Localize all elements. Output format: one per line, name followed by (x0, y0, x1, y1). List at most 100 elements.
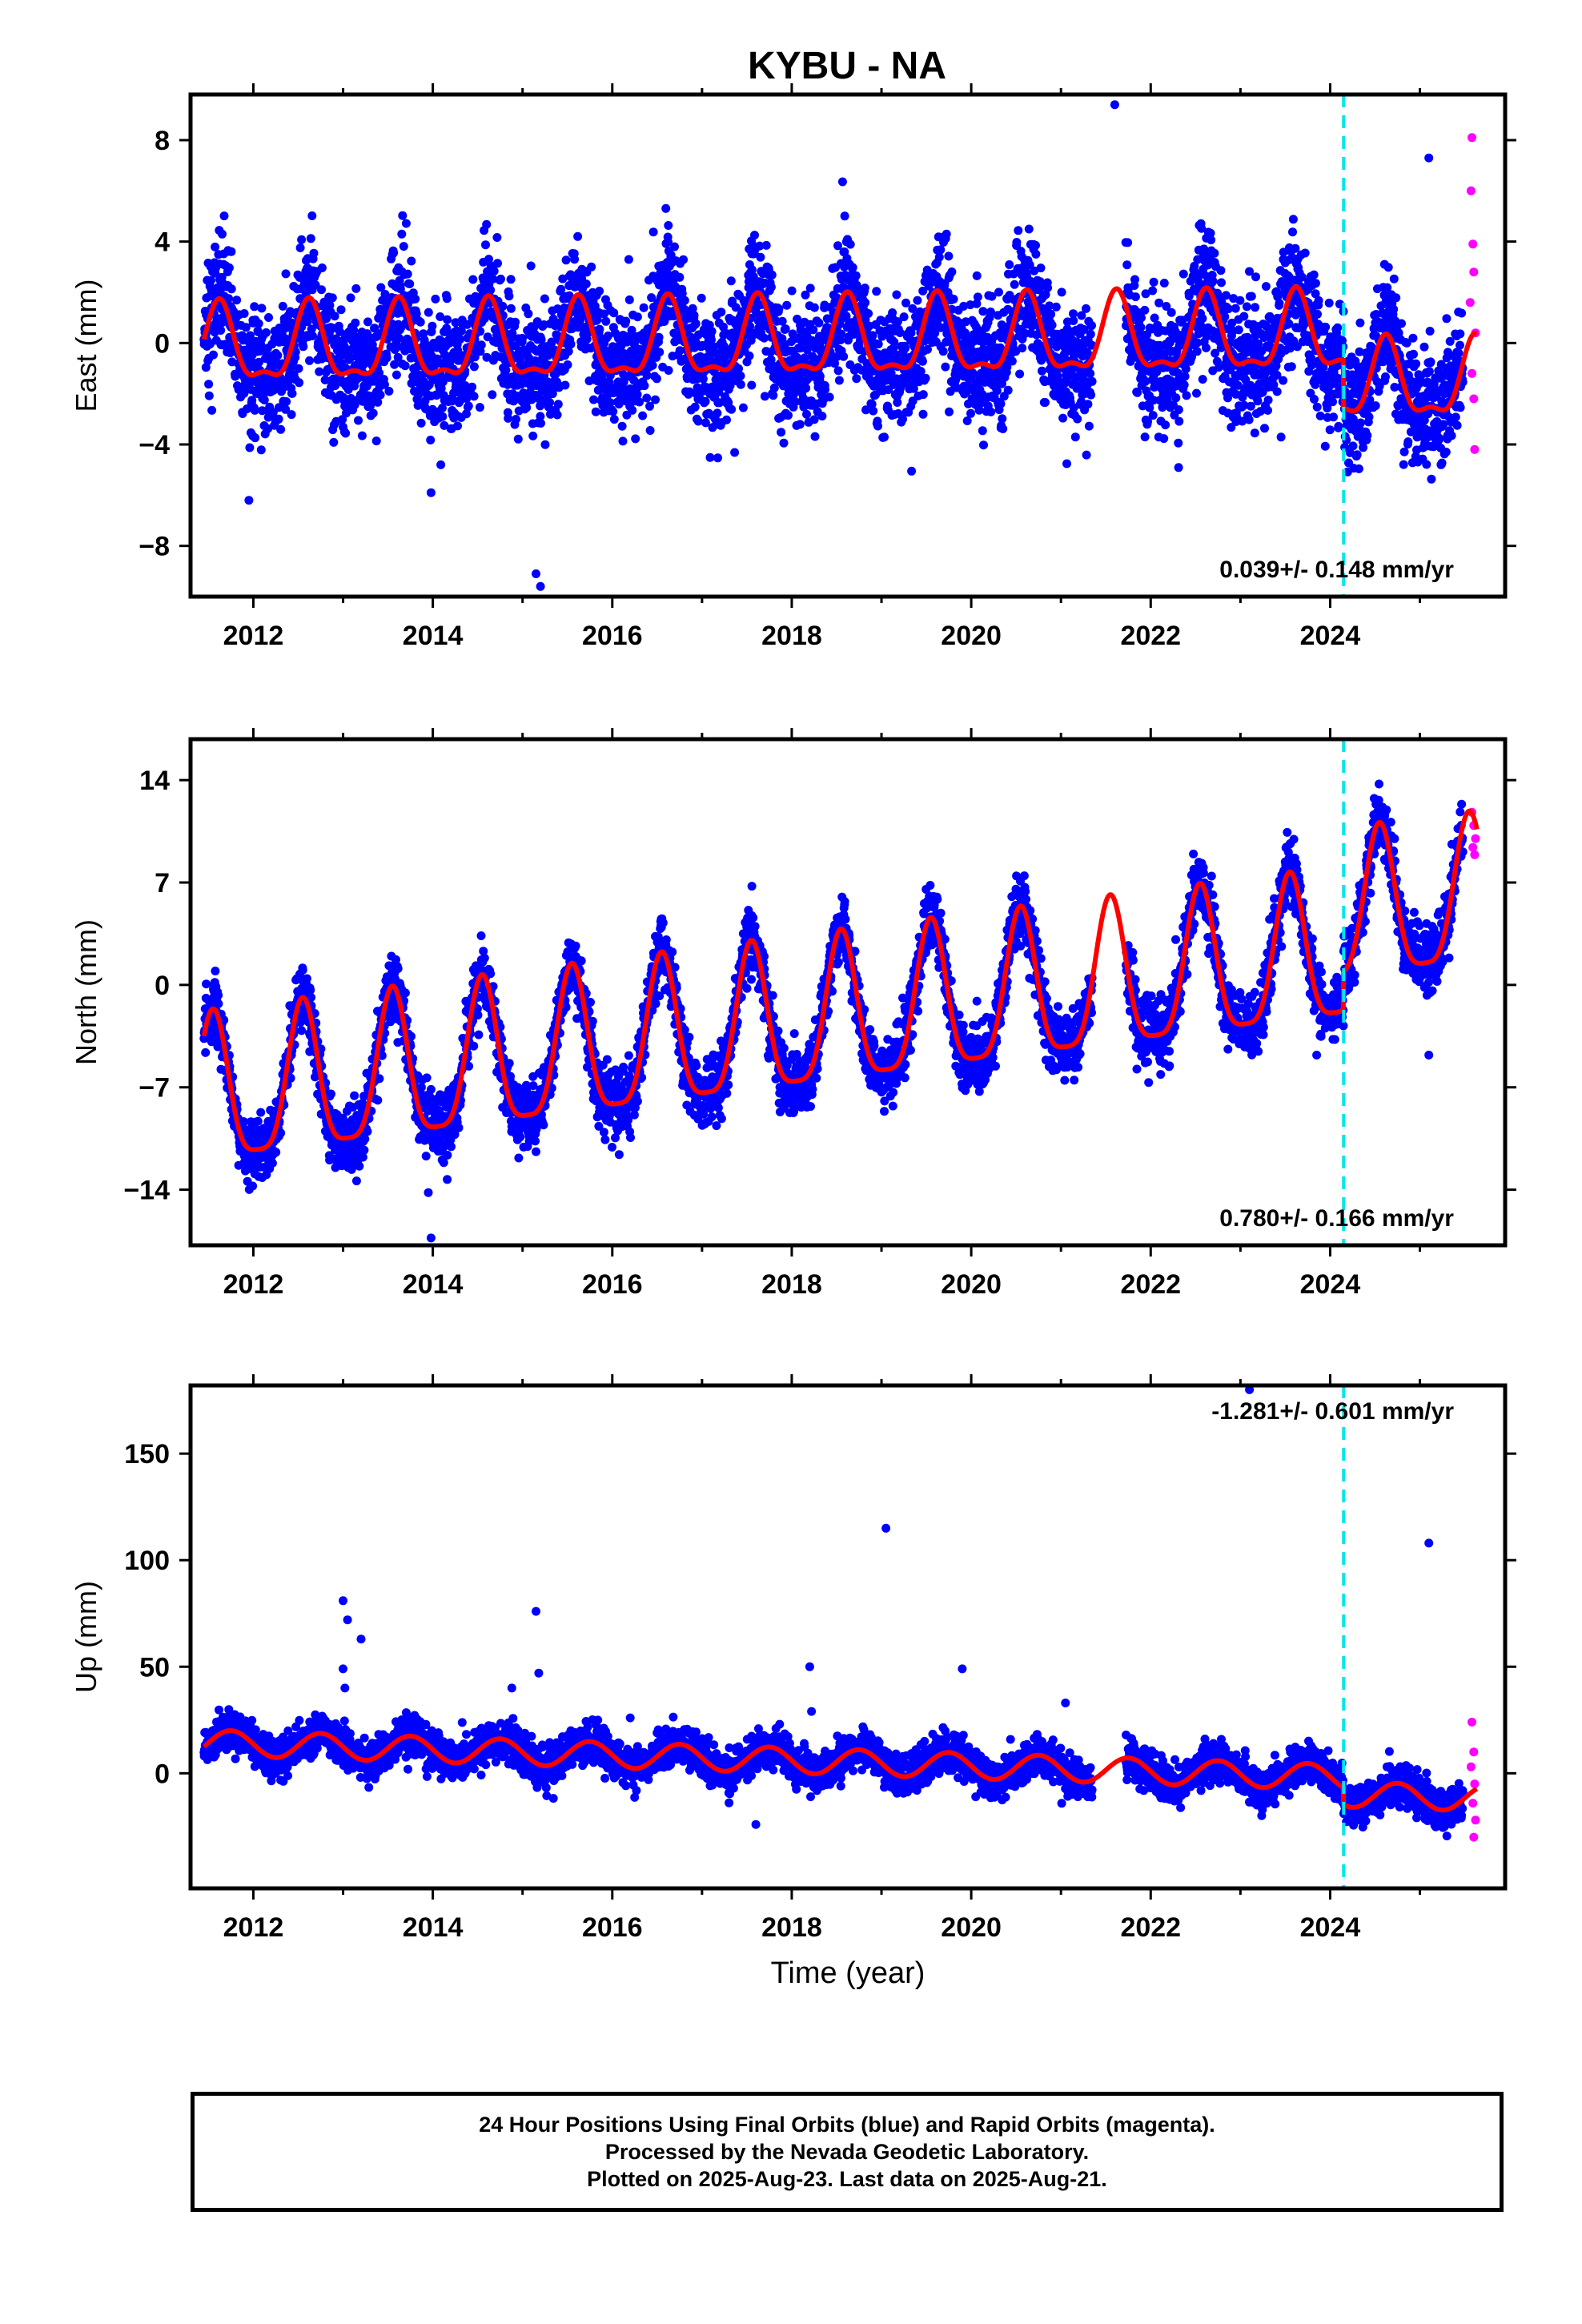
east-point (566, 340, 576, 349)
east-point (264, 313, 273, 322)
east-point (1149, 277, 1158, 287)
east-point (241, 323, 251, 332)
east-point (817, 412, 827, 421)
east-point (297, 235, 307, 244)
east-point (254, 319, 263, 328)
east-point (750, 231, 759, 240)
east-point (761, 240, 771, 250)
east-point (1174, 416, 1184, 426)
east-point (1457, 308, 1467, 318)
east-point (317, 263, 327, 272)
east-point (628, 405, 637, 415)
east-point (880, 432, 889, 442)
east-point (745, 351, 754, 360)
east-point (690, 402, 700, 412)
east-point (1356, 418, 1365, 428)
east-point (552, 410, 562, 420)
east-point (1014, 226, 1023, 235)
east-point (1058, 413, 1068, 423)
east-point (1364, 412, 1374, 422)
east-point (1180, 372, 1190, 381)
east-point (1198, 314, 1207, 324)
east-point (1047, 320, 1057, 330)
east-point (941, 362, 950, 372)
east-point (1122, 260, 1132, 270)
east-point (979, 440, 988, 450)
east-point (944, 251, 954, 261)
east-point (675, 272, 685, 282)
east-point (1288, 215, 1298, 224)
north-point (214, 999, 223, 1008)
east-point (416, 418, 426, 428)
east-y-tick-label: −4 (139, 430, 170, 460)
east-point (869, 406, 878, 416)
east-point (1311, 279, 1320, 288)
east-point (247, 396, 257, 405)
east-rapid-point (1468, 239, 1478, 249)
east-point (652, 374, 661, 384)
east-point (689, 311, 699, 320)
east-point (1456, 329, 1465, 339)
east-point (747, 380, 757, 390)
east-point (442, 324, 452, 333)
east-point (945, 407, 954, 416)
east-point (1083, 400, 1093, 409)
east-point (934, 252, 944, 262)
east-point (536, 401, 545, 411)
east-point (218, 229, 227, 239)
east-point (488, 390, 497, 400)
east-point (273, 351, 283, 360)
east-point (573, 231, 583, 241)
east-point (420, 396, 430, 406)
east-point (1148, 286, 1158, 296)
east-point (677, 289, 687, 298)
east-point (1441, 448, 1451, 456)
east-point (1123, 238, 1133, 247)
east-y-tick-label: −8 (139, 532, 170, 562)
east-point (688, 304, 697, 313)
east-point (587, 262, 596, 271)
east-point (486, 285, 496, 295)
east-x-tick-label: 2022 (1120, 621, 1181, 651)
east-point (536, 335, 546, 344)
east-point (1288, 227, 1297, 237)
east-point (1250, 428, 1259, 438)
east-point (436, 312, 445, 321)
east-point (892, 290, 901, 300)
east-point (204, 380, 214, 389)
east-point (379, 380, 389, 389)
east-point (443, 315, 452, 324)
east-point (713, 453, 722, 463)
east-x-tick-label: 2014 (403, 621, 464, 651)
east-point (462, 409, 471, 419)
east-point (556, 284, 566, 294)
east-point (327, 293, 337, 303)
east-point (1207, 235, 1216, 245)
east-point (1161, 420, 1170, 430)
east-point (1263, 396, 1273, 404)
east-rapid-point (1468, 368, 1476, 378)
east-point (986, 407, 996, 416)
east-point (1287, 362, 1296, 372)
east-point (526, 261, 536, 271)
east-point (1217, 278, 1226, 287)
east-point (848, 263, 857, 272)
east-point (787, 286, 797, 296)
east-point (1251, 272, 1260, 282)
east-point (1178, 269, 1188, 279)
east-point (291, 348, 300, 356)
east-point (1425, 327, 1435, 336)
east-point (821, 384, 830, 394)
east-point (1260, 424, 1269, 433)
east-point (1192, 388, 1201, 398)
east-point (1314, 296, 1323, 305)
east-point (701, 396, 710, 406)
east-point (1253, 396, 1263, 406)
east-point (1137, 313, 1146, 323)
east-point (605, 398, 615, 408)
east-point (851, 271, 861, 280)
east-point (1082, 304, 1090, 313)
east-point (664, 221, 673, 230)
